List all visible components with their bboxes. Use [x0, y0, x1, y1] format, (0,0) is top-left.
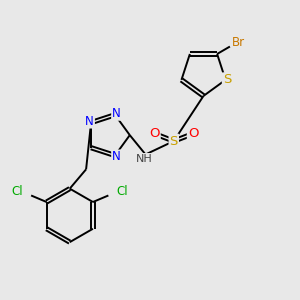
Text: NH: NH [136, 154, 152, 164]
Text: S: S [169, 135, 178, 148]
Text: N: N [85, 115, 94, 128]
Text: O: O [149, 127, 160, 140]
Text: Br: Br [232, 36, 245, 49]
Text: Cl: Cl [117, 185, 128, 198]
Text: N: N [112, 107, 121, 120]
Text: N: N [112, 151, 121, 164]
Text: Cl: Cl [11, 185, 23, 198]
Text: S: S [223, 74, 231, 86]
Text: O: O [188, 127, 198, 140]
